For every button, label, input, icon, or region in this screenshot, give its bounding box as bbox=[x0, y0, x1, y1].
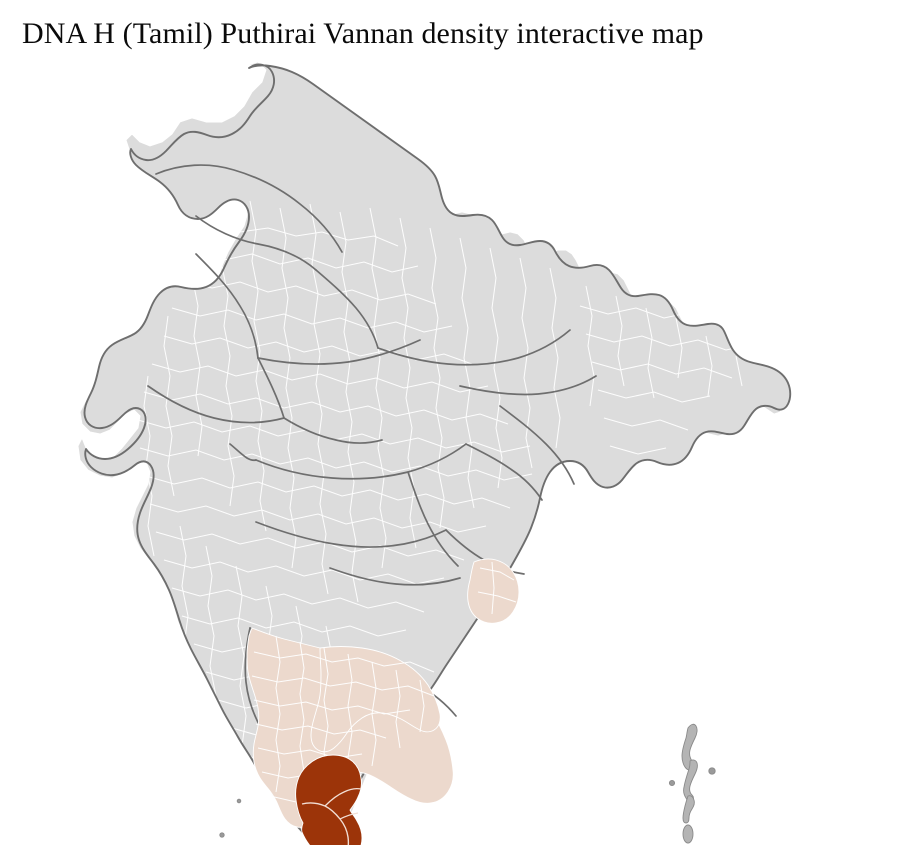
state-border-bihar-jharkhand bbox=[459, 375, 597, 396]
state-border-gujarat-maharashtra bbox=[229, 443, 257, 462]
state-border-uttarakhand bbox=[315, 269, 379, 349]
state-border-gujarat-mp bbox=[283, 417, 383, 444]
state-border-jk bbox=[155, 164, 343, 253]
state-border-rajasthan-gujarat bbox=[147, 385, 285, 424]
region-high-district-divider-2 bbox=[324, 787, 362, 807]
state-border-chhattisgarh bbox=[465, 443, 543, 501]
island-south-andaman[interactable] bbox=[682, 795, 695, 824]
india-choropleth-svg[interactable] bbox=[0, 56, 905, 845]
state-border-mp-maharashtra bbox=[255, 443, 467, 480]
island-west-islet[interactable] bbox=[668, 779, 676, 787]
region-tirunelveli-thoothukudi-kanyakumari-high[interactable] bbox=[295, 754, 363, 845]
highlight-high-density-group[interactable] bbox=[295, 754, 363, 845]
state-border-rajasthan-mp bbox=[257, 357, 285, 419]
state-border-karnataka-ap bbox=[329, 567, 461, 586]
state-border-odisha bbox=[499, 405, 575, 485]
page-title: DNA H (Tamil) Puthirai Vannan density in… bbox=[22, 17, 704, 50]
state-border-up-north bbox=[257, 339, 421, 365]
state-border-up-nepal bbox=[377, 329, 571, 366]
andaman-nicobar-islands-group[interactable] bbox=[668, 723, 716, 845]
island-little-andaman[interactable] bbox=[682, 824, 694, 844]
island-minicoy-dot[interactable] bbox=[236, 798, 242, 804]
map-canvas[interactable] bbox=[0, 56, 905, 845]
state-boundaries-group bbox=[147, 164, 597, 829]
island-east-islet[interactable] bbox=[708, 767, 716, 775]
region-high-district-divider-3 bbox=[339, 812, 359, 820]
state-border-himachal-punjab bbox=[195, 215, 317, 271]
state-border-maharashtra-telangana bbox=[407, 471, 459, 567]
lakshadweep-islands-group[interactable] bbox=[219, 798, 242, 838]
state-border-punjab-haryana bbox=[195, 253, 259, 359]
state-border-maharashtra-karnataka bbox=[255, 521, 447, 548]
island-lakshadweep-dot[interactable] bbox=[219, 832, 225, 838]
